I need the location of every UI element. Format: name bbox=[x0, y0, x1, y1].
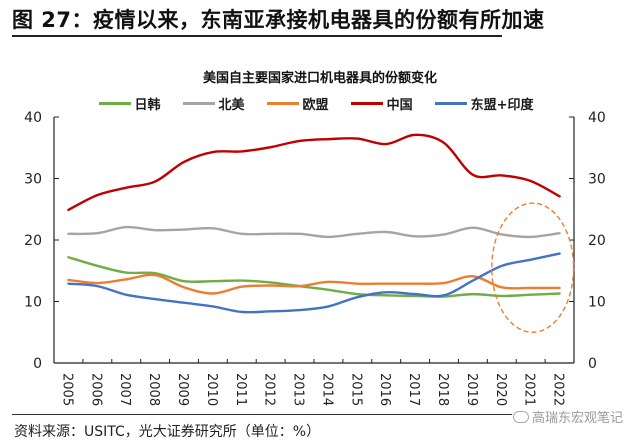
legend-label: 日韩 bbox=[134, 98, 161, 113]
x-tick-label: 2015 bbox=[348, 373, 363, 406]
x-tick-label: 2007 bbox=[117, 373, 132, 406]
legend-swatch bbox=[434, 102, 467, 105]
series-line-north-america bbox=[67, 225, 561, 239]
x-tick-label: 2008 bbox=[146, 373, 161, 406]
watermark: 高瑞东宏观笔记 bbox=[513, 407, 623, 426]
legend-label: 中国 bbox=[386, 98, 413, 113]
figure-title: 图 27：疫情以来，东南亚承接机电器具的份额有所加速 bbox=[12, 8, 545, 32]
chart-title: 美国自主要国家进口机电器具的份额变化 bbox=[202, 71, 437, 86]
legend-swatch bbox=[350, 102, 383, 105]
watermark-text: 高瑞东宏观笔记 bbox=[532, 411, 624, 426]
chart-legend: 日韩 北美 欧盟 中国 东盟+印度 bbox=[16, 94, 616, 113]
source-note: 资料来源：USITC，光大证券研究所（单位：%） bbox=[14, 424, 321, 440]
x-tick-label: 2014 bbox=[319, 373, 334, 406]
series-line-japan-korea bbox=[67, 256, 561, 298]
y-tick-label-right: 30 bbox=[588, 172, 606, 188]
y-tick-label-left: 40 bbox=[24, 110, 42, 126]
y-tick-label-left: 10 bbox=[24, 295, 42, 311]
y-tick-label-left: 30 bbox=[24, 172, 42, 188]
x-tick-label: 2021 bbox=[522, 373, 537, 406]
y-tick-label-right: 0 bbox=[588, 356, 597, 372]
legend-swatch bbox=[182, 102, 215, 105]
y-tick-label-left: 20 bbox=[24, 233, 42, 249]
legend-label: 北美 bbox=[218, 98, 245, 113]
x-tick-label: 2022 bbox=[551, 373, 566, 406]
series-line-china bbox=[67, 133, 561, 212]
title-divider bbox=[12, 35, 502, 37]
legend-label: 欧盟 bbox=[302, 98, 329, 113]
legend-item-japan-korea: 日韩 bbox=[98, 94, 161, 113]
y-tick-label-right: 10 bbox=[588, 295, 606, 311]
x-tick-label: 2009 bbox=[175, 373, 190, 406]
series-line-asean-india bbox=[67, 252, 561, 314]
legend-item-north-america: 北美 bbox=[182, 94, 245, 113]
legend-item-eu: 欧盟 bbox=[266, 94, 329, 113]
x-tick-label: 2017 bbox=[406, 373, 421, 406]
y-tick-label-right: 40 bbox=[588, 110, 606, 126]
series-lines bbox=[67, 133, 561, 314]
source-divider bbox=[12, 414, 512, 415]
legend-swatch bbox=[266, 102, 299, 105]
y-tick-label-right: 20 bbox=[588, 233, 606, 249]
annotations bbox=[491, 202, 575, 333]
legend-item-asean-india: 东盟+印度 bbox=[434, 94, 534, 113]
x-tick-label: 2016 bbox=[377, 373, 392, 406]
highlight-ellipse bbox=[491, 202, 575, 333]
x-tick-label: 2010 bbox=[204, 373, 219, 406]
series-line-eu bbox=[67, 273, 561, 295]
x-tick-label: 2005 bbox=[59, 373, 74, 406]
y-tick-label-left: 0 bbox=[33, 356, 42, 372]
x-tick-label: 2019 bbox=[464, 373, 479, 406]
wechat-icon bbox=[513, 410, 529, 423]
legend-item-china: 中国 bbox=[350, 94, 413, 113]
legend-label: 东盟+印度 bbox=[470, 98, 534, 113]
x-tick-label: 2011 bbox=[233, 373, 248, 406]
x-tick-label: 2006 bbox=[88, 373, 103, 406]
x-tick-label: 2018 bbox=[435, 373, 450, 406]
x-tick-label: 2012 bbox=[262, 373, 277, 406]
x-tick-label: 2020 bbox=[493, 373, 508, 406]
x-tick-label: 2013 bbox=[291, 373, 306, 406]
legend-swatch bbox=[98, 102, 131, 105]
